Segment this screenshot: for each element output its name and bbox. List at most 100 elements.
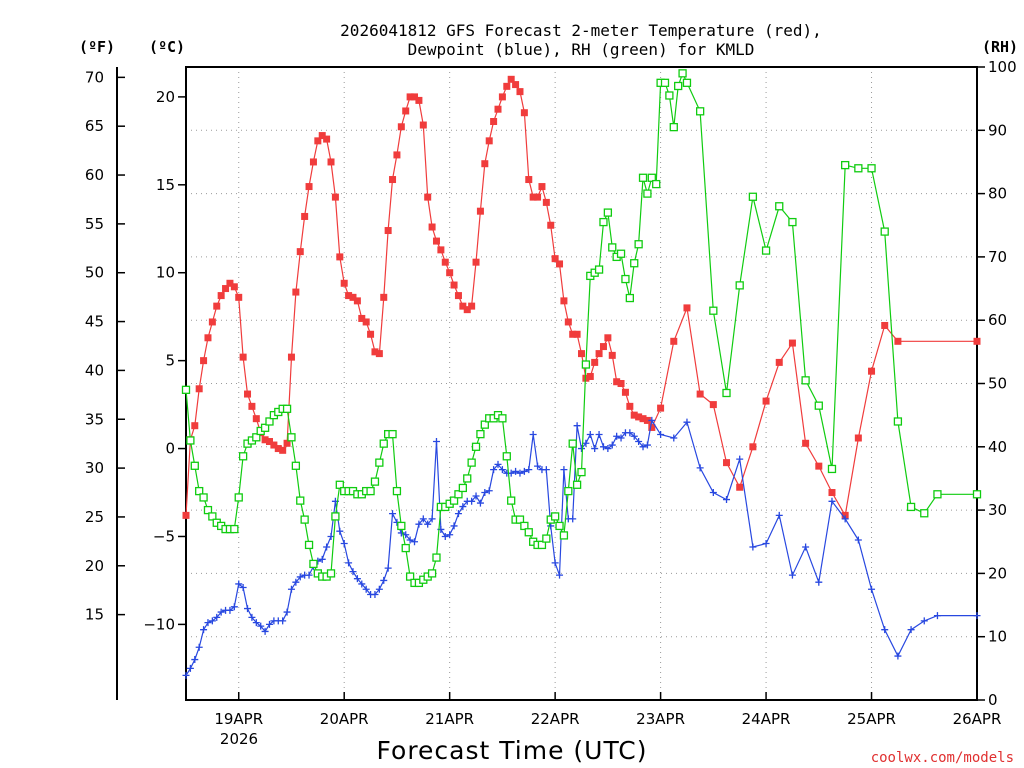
f-tick-label: 60 [85,166,104,184]
temperature-point [635,413,643,421]
temperature-point [406,93,414,101]
rh-point [449,496,459,505]
temperature-point [683,304,691,312]
temperature-point [380,293,388,301]
rh-point [300,515,309,524]
temperature-point [371,348,379,356]
temperature-point [230,283,238,291]
rh-point [542,534,551,543]
rh-point [524,528,533,537]
c-tick-label: −5 [153,527,175,545]
dewpoint-point [287,585,295,593]
chart-title-line1: 2026041812 GFS Forecast 2-meter Temperat… [340,21,822,40]
dewpoint-point [239,583,247,591]
chart-title-line2: Dewpoint (blue), RH (green) for KMLD [408,40,755,59]
dewpoint-point [551,559,559,567]
rh-point [880,227,889,236]
temperature-point [604,334,612,342]
dewpoint-point [428,515,436,523]
dewpoint-point [182,671,190,679]
temperature-point [626,402,634,410]
temperature-point [437,246,445,254]
temperature-point [270,441,278,449]
rh-point [291,461,301,470]
dewpoint-point [454,510,462,518]
temperature-point [459,302,467,310]
temperature-point [446,269,454,277]
temperature-point [283,439,291,447]
rh-point [507,496,516,505]
dewpoint-point [485,487,493,495]
rh-point [375,458,384,467]
temperature-point [265,438,273,446]
temperature-point [244,390,252,398]
dewpoint-point [380,576,388,584]
x-tick-label: 23APR [636,710,685,728]
dewpoint-point [292,578,300,586]
temperature-point [894,337,902,345]
rh-point [480,420,489,429]
rh-point [366,486,375,496]
dewpoint-point [468,497,476,505]
temperature-point [476,207,484,215]
temperature-point [432,237,440,245]
dewpoint-point [353,575,361,583]
dewpoint-point [415,520,423,528]
rh-point [467,458,476,467]
rh-point [665,91,674,100]
rh-point [181,385,191,394]
dewpoint-point [617,434,625,442]
dewpoint-point [815,578,823,586]
temperature-point [621,388,629,396]
dewpoint-point [406,536,414,544]
c-tick-label: 15 [156,176,175,194]
rh-tick-label: 10 [988,628,1007,646]
temperature-point [252,415,260,423]
temperature-point [468,302,476,310]
temperature-point [560,297,568,305]
dewpoint-point [459,503,467,511]
temperature-point [586,372,594,380]
dewpoint-point [283,608,291,616]
dewpoint-point [349,568,357,576]
dewpoint-point [920,617,928,625]
rh-point [326,569,336,578]
dewpoint-point [933,612,941,620]
temperature-point [463,306,471,314]
rh-tick-label: 90 [988,121,1007,139]
dewpoint-point [345,559,353,567]
dewpoint-point [248,613,256,621]
rh-point [397,521,406,531]
f-tick-label: 20 [85,557,104,575]
rh-point [392,486,402,496]
dewpoint-point [586,430,594,438]
dewpoint-point [384,564,392,572]
rh-point [287,433,296,442]
rh-point [625,293,634,303]
dewpoint-point [635,438,643,446]
temperature-point [973,337,981,345]
temperature-point [736,483,744,491]
dewpoint-point [749,543,757,551]
rh-tick-label: 40 [988,438,1007,456]
rh-tick-label: 0 [988,691,998,709]
rh-tick-label: 100 [988,58,1017,76]
dewpoint-point [608,441,616,449]
temperature-point [529,193,537,201]
temperature-point [331,193,339,201]
dewpoint-point [534,462,542,470]
temperature-point [854,434,862,442]
dewpoint-point [397,529,405,537]
rh-point [432,553,441,562]
rh-point [761,246,771,255]
temperature-point [595,350,603,358]
rh-point [933,490,942,499]
rh-point [203,505,213,515]
dewpoint-point [582,439,590,447]
rh-point [709,306,718,315]
rh-point [559,531,569,540]
rh-point [920,509,929,518]
dewpoint-point [578,445,585,453]
temperature-point [226,279,234,287]
temperature-point [287,353,295,361]
